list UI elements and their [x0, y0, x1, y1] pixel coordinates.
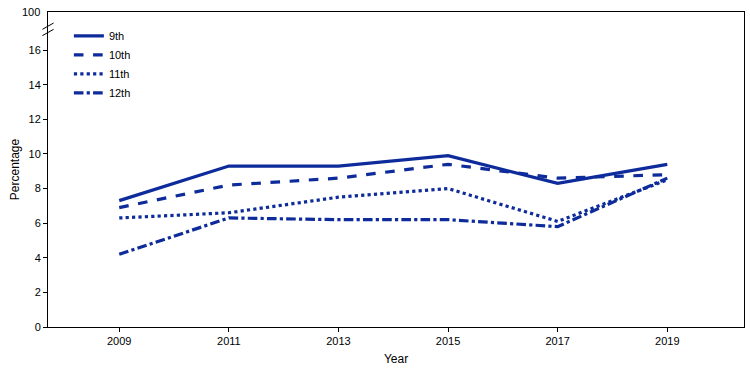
svg-text:14: 14: [29, 79, 41, 91]
svg-text:12th: 12th: [109, 87, 130, 99]
svg-text:12: 12: [29, 113, 41, 125]
svg-text:11th: 11th: [109, 68, 130, 80]
svg-text:10: 10: [29, 148, 41, 160]
svg-text:6: 6: [35, 217, 41, 229]
svg-text:2011: 2011: [217, 335, 241, 347]
svg-text:10th: 10th: [109, 49, 130, 61]
svg-text:8: 8: [35, 182, 41, 194]
svg-text:2013: 2013: [326, 335, 350, 347]
svg-text:16: 16: [29, 44, 41, 56]
svg-text:2019: 2019: [655, 335, 679, 347]
svg-text:Year: Year: [384, 352, 408, 366]
svg-text:2009: 2009: [107, 335, 131, 347]
svg-text:Percentage: Percentage: [8, 138, 22, 200]
svg-text:100: 100: [22, 6, 40, 18]
svg-text:2017: 2017: [545, 335, 569, 347]
svg-text:2: 2: [35, 286, 41, 298]
svg-text:2015: 2015: [436, 335, 460, 347]
svg-text:9th: 9th: [109, 30, 124, 42]
svg-text:4: 4: [35, 252, 41, 264]
svg-text:0: 0: [35, 321, 41, 333]
